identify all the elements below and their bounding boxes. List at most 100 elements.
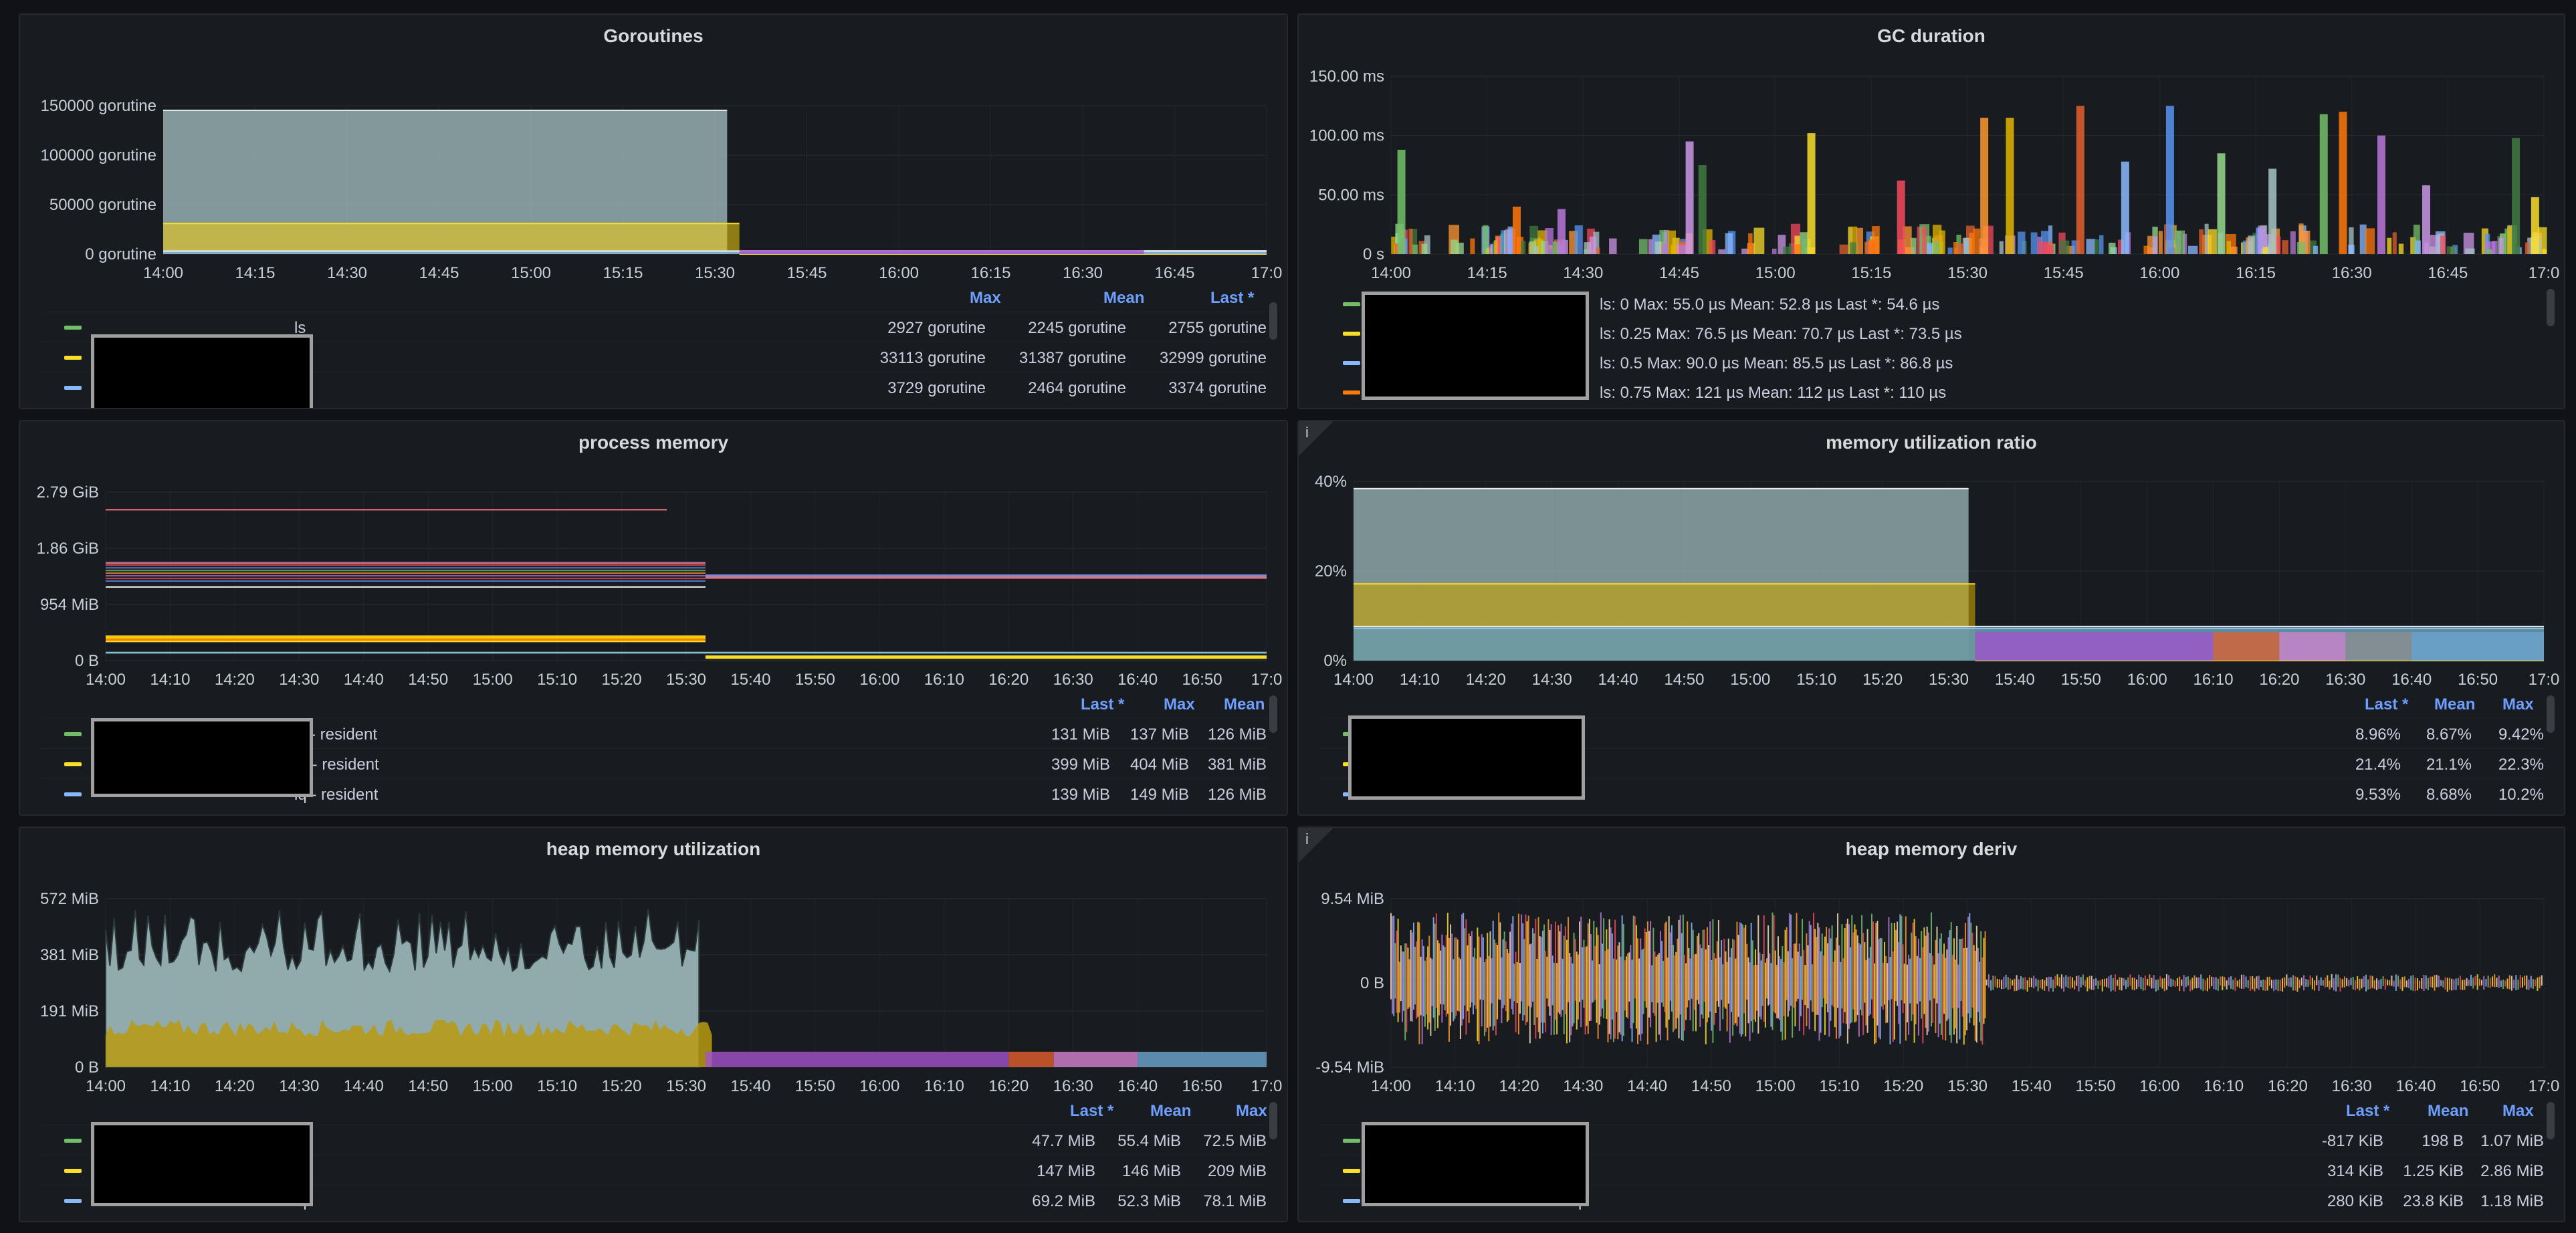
info-corner[interactable] [1299, 421, 1333, 456]
legend-scrollbar[interactable] [1269, 302, 1277, 340]
value-last: 2755 gorutine [1168, 319, 1267, 337]
legend-row[interactable]: nf 33113 gorutine 31387 gorutine 32999 g… [40, 342, 1267, 372]
legend-row[interactable]: f 314 KiB 1.25 KiB 2.86 MiB [1319, 1155, 2544, 1185]
value-mean: 1.25 KiB [2403, 1162, 2464, 1180]
gc-bar [2044, 244, 2054, 254]
legend-row[interactable]: ls: 0.25 Max: 76.5 µs Mean: 70.7 µs Last… [1319, 318, 2544, 348]
legend-col-max[interactable]: Max [1236, 1102, 1267, 1120]
legend-text: ls: 0 Max: 55.0 µs Mean: 52.8 µs Last *:… [1600, 296, 1940, 314]
x-tick-label: 16:00 [859, 1077, 899, 1095]
area-segment [2279, 632, 2346, 661]
heap-memory-deriv-chart[interactable]: -9.54 MiB 0 B 9.54 MiB 14:00 14:10 14:20 14:30… [1299, 828, 2565, 1122]
value-max: 10.2% [2498, 786, 2544, 804]
legend-text: ls: 0.75 Max: 121 µs Mean: 112 µs Last *… [1600, 384, 1947, 402]
x-tick-label: 16:20 [988, 1077, 1029, 1095]
legend-scrollbar[interactable] [1269, 1102, 1277, 1139]
gc-bar [1672, 237, 1680, 254]
x-tick-label: 15:00 [511, 264, 551, 282]
panel-title[interactable]: process memory [578, 432, 729, 453]
value-max: 33113 gorutine [879, 349, 986, 367]
legend-row[interactable]: ls: 0 Max: 55.0 µs Mean: 52.8 µs Last *:… [1319, 289, 2544, 318]
legend-scrollbar[interactable] [1269, 695, 1277, 733]
legend-col-last[interactable]: Last * [2365, 695, 2409, 713]
value-max: 22.3% [2498, 756, 2544, 774]
legend-col-last[interactable]: Last * [1210, 289, 1255, 307]
x-tick-label: 14:10 [150, 671, 190, 689]
legend-col-max[interactable]: Max [2502, 1102, 2534, 1120]
legend-col-max[interactable]: Max [970, 289, 1001, 307]
legend-col-mean[interactable]: Mean [2428, 1102, 2469, 1120]
legend-row[interactable]: ls - resident 131 MiB 137 MiB 126 MiB [40, 718, 1267, 748]
panel-title[interactable]: memory utilization ratio [1826, 432, 2037, 453]
gc-bar [1521, 241, 1526, 254]
value-mean: 52.3 MiB [1117, 1192, 1181, 1210]
legend-row[interactable]: lq 69.2 MiB 52.3 MiB 78.1 MiB [40, 1185, 1267, 1215]
x-tick-label: 15:10 [537, 1077, 577, 1095]
legend-row[interactable]: 9.53% 8.68% 10.2% [1319, 778, 2544, 808]
info-icon[interactable]: i [1305, 830, 1309, 847]
gc-bar [2262, 247, 2269, 254]
y-tick-label: 0% [1323, 652, 1347, 670]
x-tick-label: 15:20 [1883, 1077, 1923, 1095]
value-max: 78.1 MiB [1203, 1192, 1267, 1210]
gc-bar [2359, 224, 2367, 254]
panel-title[interactable]: GC duration [1877, 25, 1985, 46]
x-tick-label: 16:10 [2204, 1077, 2244, 1095]
x-tick-label: 16:00 [2139, 1077, 2179, 1095]
goroutines-chart[interactable]: 0 gorutine 50000 gorutine 100000 gorutine 1… [20, 15, 1288, 309]
gc-bar [2230, 246, 2238, 254]
legend-row[interactable]: lq 3729 gorutine 2464 gorutine 3374 goru… [40, 372, 1267, 402]
legend-col-max[interactable]: Max [1164, 695, 1195, 713]
x-tick-label: 15:00 [473, 671, 513, 689]
value-last: 32999 gorutine [1159, 349, 1267, 367]
x-tick-label: 16:30 [2332, 1077, 2372, 1095]
legend-col-mean[interactable]: Mean [1103, 289, 1145, 307]
value-last: 3374 gorutine [1168, 379, 1267, 397]
legend-row[interactable]: lq - resident 139 MiB 149 MiB 126 MiB [40, 778, 1267, 808]
area-series-purple [739, 250, 1144, 254]
value-max: 404 MiB [1130, 756, 1189, 774]
gc-bar [2365, 228, 2375, 254]
legend-row[interactable]: ls: 0.75 Max: 121 µs Mean: 112 µs Last *… [1319, 377, 2544, 407]
x-tick-label: 16:45 [2428, 264, 2468, 282]
redaction-box [1348, 715, 1585, 800]
legend-col-mean[interactable]: Mean [2434, 695, 2476, 713]
legend-col-last[interactable]: Last * [1081, 695, 1125, 713]
legend-scrollbar[interactable] [2547, 1102, 2555, 1139]
x-tick-label: 16:20 [2259, 671, 2299, 689]
legend-row[interactable]: ls 2927 gorutine 2245 gorutine 2755 goru… [40, 312, 1267, 342]
memory-utilization-ratio-chart[interactable]: 0% 20% 40% 14:00 14:10 14:20 14:30 14:40 14:50 15… [1299, 421, 2565, 715]
area-series-1 [163, 223, 740, 254]
gc-duration-chart[interactable]: 0 s 50.00 ms 100.00 ms 150.00 ms 14:00 14:15 1… [1299, 15, 2565, 302]
value-last: 131 MiB [1051, 725, 1110, 744]
x-tick-label: 15:20 [602, 1077, 642, 1095]
value-last: 9.53% [2355, 786, 2401, 804]
x-tick-label: 14:20 [1466, 671, 1506, 689]
panel-title[interactable]: heap memory utilization [546, 838, 761, 859]
gc-bar [1652, 234, 1660, 254]
legend-col-max[interactable]: Max [2502, 695, 2534, 713]
x-tick-label: 16:20 [988, 671, 1029, 689]
gc-bar [1483, 225, 1489, 254]
legend-col-last[interactable]: Last * [2346, 1102, 2390, 1120]
heap-memory-utilization-chart[interactable]: 0 B 191 MiB 381 MiB 572 MiB 14:00 14:10 14:20 1… [20, 828, 1288, 1122]
legend-row[interactable]: ls: 0.5 Max: 90.0 µs Mean: 85.5 µs Last … [1319, 348, 2544, 377]
gc-spike [2006, 118, 2014, 254]
gc-bar [1661, 243, 1669, 254]
legend-scrollbar[interactable] [2547, 695, 2555, 733]
legend-col-mean[interactable]: Mean [1150, 1102, 1192, 1120]
x-tick-label: 14:50 [1691, 1077, 1731, 1095]
legend-scrollbar[interactable] [2547, 289, 2555, 326]
gc-bar [1778, 235, 1786, 254]
panel-memory-utilization-ratio: i memory utilization ratio 0% 20% 40% 14:00… [1297, 420, 2565, 816]
panel-title[interactable]: Goroutines [603, 25, 704, 46]
gc-bar [1709, 240, 1716, 254]
legend-col-mean[interactable]: Mean [1224, 695, 1265, 713]
value-last: 147 MiB [1036, 1162, 1095, 1180]
x-tick-label: 14:20 [215, 1077, 255, 1095]
process-memory-chart[interactable]: 0 B 954 MiB 1.86 GiB 2.79 GiB 14:00 14:10 14:2… [20, 421, 1288, 715]
panel-title[interactable]: heap memory deriv [1845, 838, 2018, 859]
info-icon[interactable]: i [1305, 424, 1309, 441]
legend-col-last[interactable]: Last * [1070, 1102, 1114, 1120]
info-corner[interactable] [1299, 828, 1333, 863]
